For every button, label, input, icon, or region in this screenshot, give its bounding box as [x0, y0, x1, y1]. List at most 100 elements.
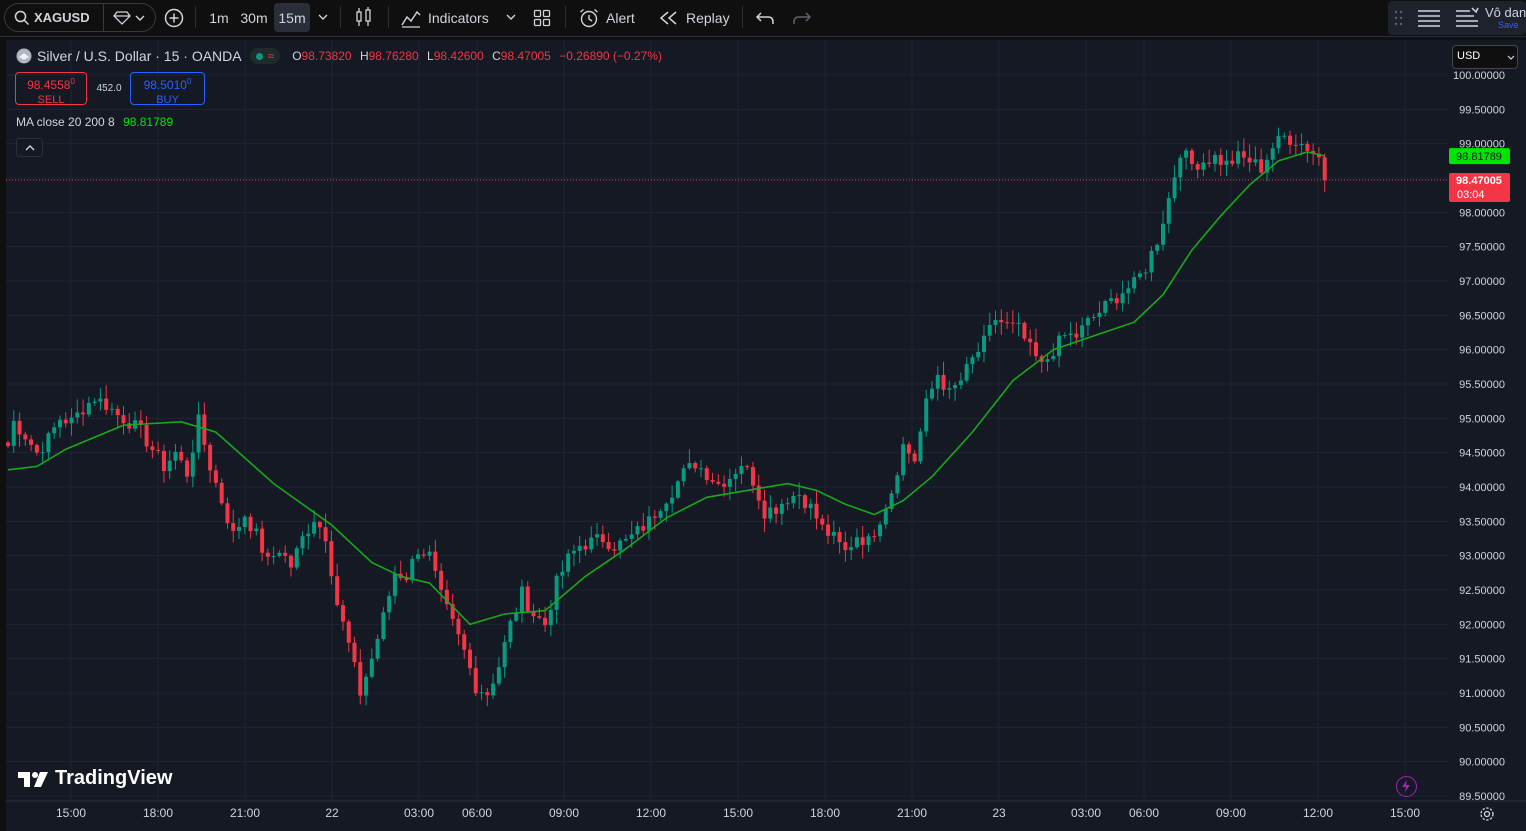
undo-icon[interactable] — [755, 10, 775, 26]
candle-body — [1230, 160, 1235, 164]
candle-body — [294, 548, 299, 568]
top-toolbar: XAGUSD 1m 30m 15m Indicators Alert Repla… — [0, 0, 1526, 37]
currency-selector[interactable]: USD — [1452, 45, 1518, 69]
candle-body — [918, 431, 923, 462]
rewind-icon — [659, 10, 677, 25]
candle-body — [912, 453, 917, 462]
ohlc-values: O98.73820 H98.76280 L98.42600 C98.47005 … — [292, 49, 662, 63]
candle-body — [1143, 272, 1148, 274]
candle-body — [1097, 312, 1102, 318]
candle-body — [248, 516, 253, 532]
buy-button[interactable]: 98.50100 BUY — [130, 72, 205, 106]
candle-body — [826, 524, 831, 536]
silver-symbol-icon — [16, 48, 32, 64]
time-tick-label: 03:00 — [1071, 806, 1101, 820]
candle-body — [364, 676, 369, 696]
candle-body — [866, 536, 871, 545]
indicators-chevron-icon[interactable] — [506, 13, 516, 21]
price-tick-label: 97.50000 — [1459, 242, 1505, 254]
spread-value: 452.0 — [96, 83, 122, 94]
replay-button[interactable]: Replay — [654, 3, 734, 32]
candle-body — [756, 485, 761, 501]
candle-body — [906, 444, 911, 454]
price-chart[interactable]: 100.0000099.5000099.0000098.5000098.0000… — [6, 40, 1526, 831]
indicators-label: Indicators — [428, 9, 489, 26]
market-open-dot-icon — [255, 52, 263, 60]
candle-body — [889, 493, 894, 509]
candle-body — [635, 526, 640, 535]
candle-body — [687, 462, 692, 469]
diamond-icon[interactable] — [113, 11, 131, 25]
candle-body — [1028, 338, 1033, 343]
symbol-search[interactable]: XAGUSD — [4, 3, 156, 32]
redo-icon[interactable] — [792, 10, 812, 26]
collapse-legend-button[interactable] — [16, 138, 43, 157]
candle-body — [456, 618, 461, 635]
countdown-text: 03:04 — [1457, 189, 1485, 201]
market-status-pill[interactable]: ≈ — [249, 48, 281, 64]
alert-button[interactable]: Alert — [574, 3, 646, 32]
layout-menu-icon[interactable] — [1416, 7, 1442, 29]
drag-handle-icon[interactable] — [1394, 10, 1404, 26]
chart-pane[interactable]: 100.0000099.5000099.0000098.5000098.0000… — [6, 40, 1526, 831]
price-tick-label: 89.50000 — [1459, 791, 1505, 803]
price-tick-label: 96.00000 — [1459, 345, 1505, 357]
compare-add-icon[interactable] — [163, 7, 185, 29]
price-axis[interactable]: 100.0000099.5000099.0000098.5000098.0000… — [1448, 40, 1526, 803]
chevron-down-icon[interactable] — [135, 14, 145, 22]
candle-body — [716, 481, 721, 484]
indicators-button[interactable]: Indicators — [396, 3, 500, 32]
interval-30m[interactable]: 30m — [240, 9, 268, 26]
price-tick-label: 99.00000 — [1459, 139, 1505, 151]
interval-1m[interactable]: 1m — [209, 9, 229, 26]
price-tick-label: 93.00000 — [1459, 551, 1505, 563]
candle-body — [46, 433, 51, 453]
candles-chart-type-icon[interactable] — [354, 6, 374, 28]
time-tick-label: 21:00 — [897, 806, 927, 820]
candle-body — [1276, 135, 1281, 149]
save-label[interactable]: Save — [1498, 20, 1519, 30]
gear-icon[interactable] — [1479, 806, 1495, 822]
candle-body — [161, 450, 166, 472]
candlestick-series — [6, 127, 1327, 707]
candle-body — [750, 467, 755, 486]
candle-body — [947, 388, 952, 390]
layout-grid-icon[interactable] — [533, 9, 551, 27]
candle-body — [854, 537, 859, 548]
save-layout-icon[interactable] — [1454, 6, 1480, 30]
candle-body — [1195, 164, 1200, 170]
candle-body — [849, 547, 854, 551]
candle-body — [1109, 298, 1114, 301]
candle-body — [109, 408, 114, 410]
lightning-button[interactable] — [1396, 776, 1417, 797]
ma-value-badge — [1449, 148, 1510, 165]
ma-indicator-legend[interactable]: MA close 20 200 8 98.81789 — [16, 115, 173, 129]
price-tick-label: 93.50000 — [1459, 516, 1505, 528]
candle-body — [485, 692, 490, 696]
candle-body — [300, 536, 305, 549]
interval-15m[interactable]: 15m — [274, 3, 310, 32]
candle-body — [225, 503, 230, 524]
candle-body — [1299, 143, 1304, 146]
candle-body — [1062, 335, 1067, 337]
symbol-title[interactable]: Silver / U.S. Dollar · 15 · OANDA — [37, 48, 242, 64]
candle-body — [335, 576, 340, 606]
candle-body — [468, 649, 472, 669]
time-axis[interactable]: 15:00 18:00 21:00 22 03:00 06:00 09:00 12:00 15:… — [6, 800, 1526, 820]
candle-body — [935, 374, 940, 389]
price-tick-label: 94.50000 — [1459, 448, 1505, 460]
tradingview-logo-icon — [18, 771, 48, 787]
candle-body — [444, 589, 449, 605]
price-tick-label: 92.50000 — [1459, 585, 1505, 597]
interval-chevron-icon[interactable] — [318, 13, 328, 21]
candle-body — [814, 503, 819, 519]
candle-body — [1045, 359, 1050, 362]
candle-body — [29, 439, 34, 445]
account-name[interactable]: Vô dan — [1485, 5, 1526, 20]
tradingview-logo[interactable]: TradingView — [18, 767, 172, 790]
sell-button[interactable]: 98.45580 SELL — [15, 72, 87, 106]
candle-body — [196, 414, 201, 453]
approximate-icon: ≈ — [267, 49, 275, 63]
candle-body — [739, 466, 744, 474]
candle-body — [427, 551, 432, 556]
